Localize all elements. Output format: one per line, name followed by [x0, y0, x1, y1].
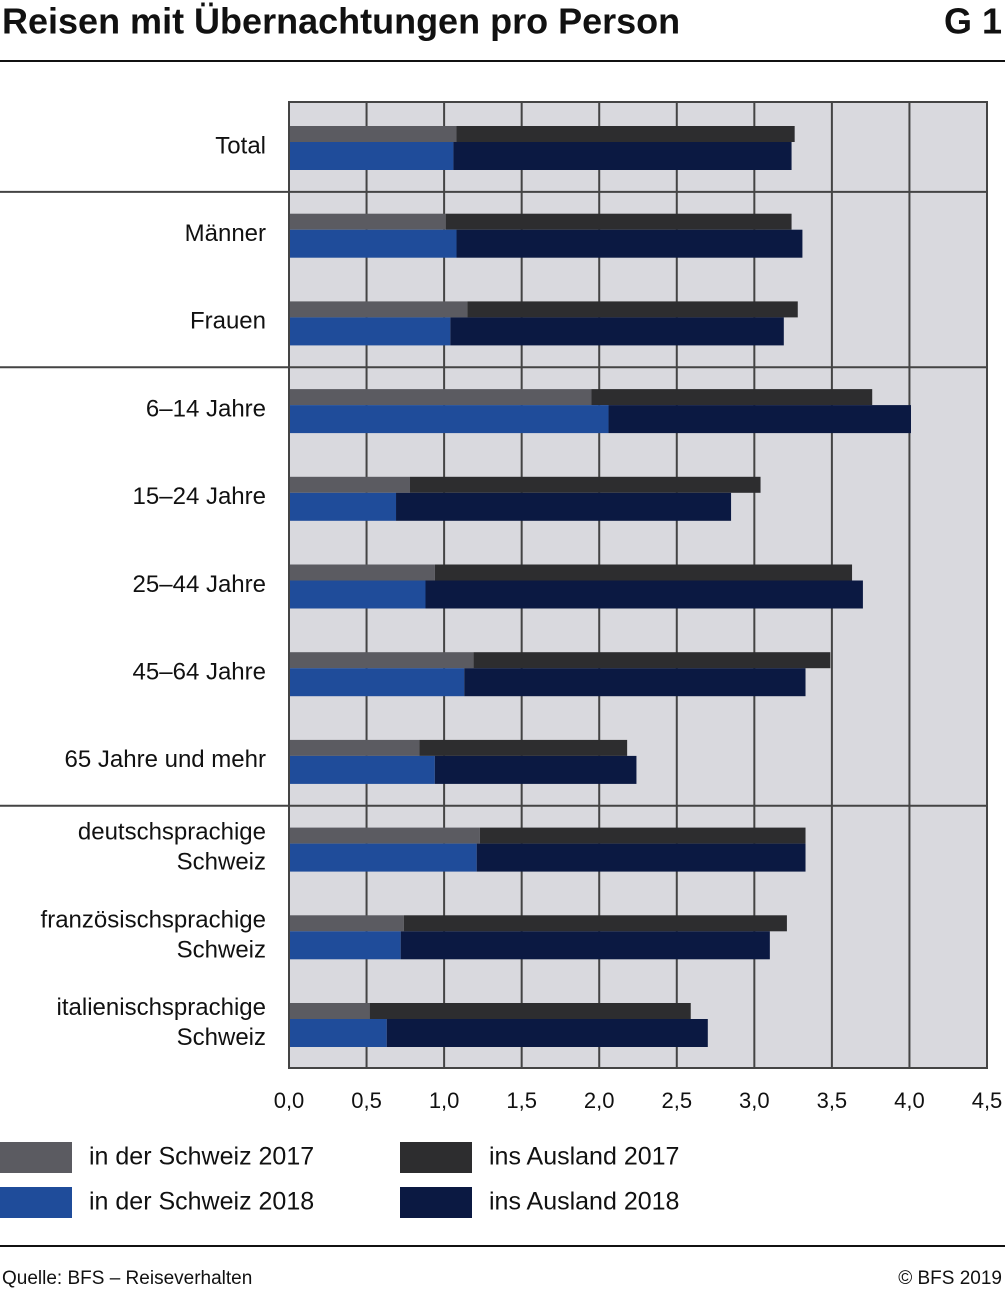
bar: [289, 843, 477, 872]
bar: [445, 213, 792, 230]
bar: [434, 564, 853, 581]
bar: [289, 668, 465, 697]
bar: [434, 755, 637, 784]
bar: [289, 476, 410, 493]
bar: [369, 1003, 691, 1019]
bar: [396, 492, 732, 521]
bar: [289, 931, 401, 960]
bar: [289, 126, 457, 142]
bar: [289, 564, 435, 581]
bar: [289, 492, 397, 521]
bar: [289, 405, 609, 434]
legend-swatch: [0, 1142, 72, 1173]
category-label: 6–14 Jahre: [146, 395, 266, 422]
bar: [464, 668, 806, 697]
category-label: deutschsprachige Schweiz: [78, 819, 266, 876]
bar: [479, 827, 806, 844]
legend-label: in der Schweiz 2017: [89, 1143, 314, 1171]
bar: [425, 580, 863, 609]
bar: [289, 915, 404, 932]
bar: [289, 213, 446, 230]
bar: [386, 1019, 708, 1047]
x-tick-label: 1,5: [506, 1088, 537, 1113]
category-label: 15–24 Jahre: [133, 483, 266, 510]
bar: [456, 229, 803, 258]
bar: [289, 229, 457, 258]
category-label: Männer: [185, 220, 266, 247]
bar: [289, 317, 451, 346]
x-tick-label: 0,5: [351, 1088, 382, 1113]
x-tick-label: 4,0: [894, 1088, 925, 1113]
legend-swatch: [400, 1142, 472, 1173]
bar: [289, 827, 480, 844]
category-label: Frauen: [190, 308, 266, 335]
legend-swatch: [0, 1187, 72, 1218]
bar: [289, 389, 592, 406]
bar: [476, 843, 806, 872]
bar: [467, 301, 798, 318]
bar: [403, 915, 787, 932]
x-tick-label: 3,5: [817, 1088, 848, 1113]
bar: [289, 142, 454, 170]
category-label: Total: [215, 132, 266, 159]
bar: [289, 1019, 387, 1047]
bar: [289, 755, 435, 784]
category-label: 25–44 Jahre: [133, 571, 266, 598]
bar: [450, 317, 784, 346]
source: Quelle: BFS – Reiseverhalten: [2, 1268, 252, 1289]
x-tick-label: 2,0: [584, 1088, 615, 1113]
bar: [289, 301, 468, 318]
plot-border: [288, 101, 988, 1069]
x-tick-label: 0,0: [274, 1088, 305, 1113]
bar: [456, 126, 795, 142]
x-tick-label: 3,0: [739, 1088, 770, 1113]
chart-title: Reisen mit Übernachtungen pro Person: [2, 1, 680, 42]
bar: [289, 1003, 370, 1019]
chart-id: G 1: [944, 1, 1002, 42]
category-label: 45–64 Jahre: [133, 659, 266, 686]
legend-swatch: [400, 1187, 472, 1218]
x-tick-label: 4,5: [972, 1088, 1003, 1113]
legend-label: ins Ausland 2018: [489, 1188, 679, 1216]
category-label: französischsprachige Schweiz: [41, 907, 266, 964]
bar: [453, 142, 792, 170]
bar: [419, 739, 628, 756]
bar: [400, 931, 770, 960]
bar: [289, 652, 474, 669]
x-tick-label: 2,5: [661, 1088, 692, 1113]
category-label: 65 Jahre und mehr: [65, 746, 266, 773]
bar: [289, 580, 426, 609]
bar: [591, 389, 873, 406]
bar: [608, 405, 911, 434]
legend-label: in der Schweiz 2018: [89, 1188, 314, 1216]
copyright: © BFS 2019: [898, 1268, 1002, 1289]
category-label: italienischsprachige Schweiz: [57, 994, 266, 1051]
bar: [473, 652, 831, 669]
x-tick-label: 1,0: [429, 1088, 460, 1113]
legend-label: ins Ausland 2017: [489, 1143, 679, 1171]
bar: [409, 476, 761, 493]
bar: [289, 739, 420, 756]
